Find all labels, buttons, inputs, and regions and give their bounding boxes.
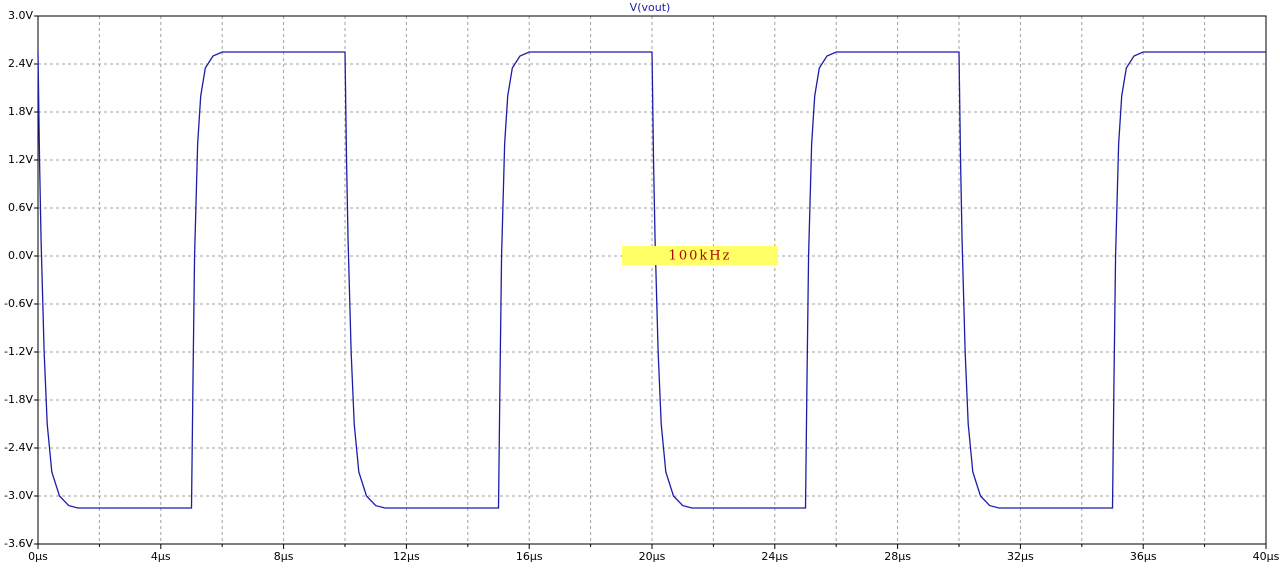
x-tick-label: 32µs <box>1007 550 1034 563</box>
x-tick-label: 28µs <box>884 550 911 563</box>
x-tick-label: 20µs <box>639 550 666 563</box>
x-tick-label: 12µs <box>393 550 420 563</box>
chart-title: V(vout) <box>630 1 671 14</box>
annotation: 100kHz <box>669 249 732 264</box>
y-tick-label: -3.0V <box>4 489 33 502</box>
y-tick-label: 3.0V <box>8 9 33 22</box>
y-tick-label: -1.8V <box>4 393 33 406</box>
y-tick-label: 1.2V <box>8 153 33 166</box>
y-tick-label: 0.0V <box>8 249 33 262</box>
x-tick-label: 24µs <box>761 550 788 563</box>
y-tick-label: -0.6V <box>4 297 33 310</box>
x-tick-label: 40µs <box>1253 550 1280 563</box>
x-tick-label: 4µs <box>151 550 171 563</box>
y-tick-label: 2.4V <box>8 57 33 70</box>
y-tick-label: 1.8V <box>8 105 33 118</box>
y-tick-label: 0.6V <box>8 201 33 214</box>
y-tick-label: -1.2V <box>4 345 33 358</box>
x-tick-label: 8µs <box>274 550 294 563</box>
y-tick-label: -2.4V <box>4 441 33 454</box>
annotation-box <box>622 246 778 265</box>
x-tick-label: 0µs <box>28 550 48 563</box>
y-tick-label: -3.6V <box>4 537 33 550</box>
waveform <box>37 51 1266 509</box>
x-tick-label: 16µs <box>516 550 543 563</box>
plot-frame <box>37 15 1267 545</box>
x-tick-label: 36µs <box>1130 550 1157 563</box>
